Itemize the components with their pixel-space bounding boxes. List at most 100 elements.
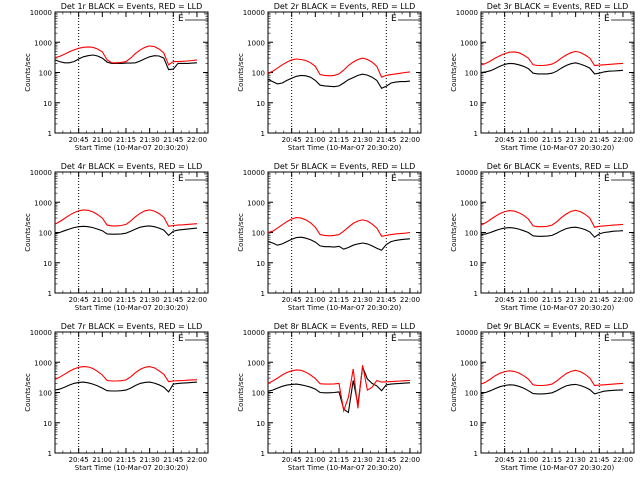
series-line-black xyxy=(54,225,198,237)
plot-frame xyxy=(267,331,422,454)
y-tick-label: 10 xyxy=(43,260,52,268)
y-tick-label: 10000 xyxy=(30,329,52,337)
panel-det-7: Det 7r BLACK = Events, RED = LLD 1 10 100 10… xyxy=(24,322,209,472)
x-tick-label: 21:30 xyxy=(566,296,586,304)
x-tick-label: 21:15 xyxy=(542,456,562,464)
y-axis-label: Counts/sec xyxy=(237,213,245,252)
y-tick-label: 100 xyxy=(465,70,478,78)
series-line-red xyxy=(480,50,624,67)
x-tick-label: 21:30 xyxy=(353,296,373,304)
x-axis-label: Start Time (10-Mar-07 20:30:20) xyxy=(501,464,615,472)
x-tick-label: 22:00 xyxy=(613,456,633,464)
y-tick-label: 100 xyxy=(39,390,52,398)
x-tick-label: 20:45 xyxy=(282,136,302,144)
plot-frame xyxy=(480,11,635,134)
x-tick-label: 21:30 xyxy=(140,456,160,464)
y-tick-label: 1 xyxy=(261,130,265,138)
y-tick-label: 1000 xyxy=(247,199,265,207)
y-tick-label: 1 xyxy=(48,450,52,458)
x-tick-label: 22:00 xyxy=(613,136,633,144)
panel-det-5: Det 5r BLACK = Events, RED = LLD 1 10 100 10… xyxy=(237,162,422,312)
x-tick-label: 21:00 xyxy=(518,136,538,144)
plot-frame xyxy=(54,11,209,134)
corner-mark: E xyxy=(604,14,610,24)
x-tick-label: 21:45 xyxy=(163,136,183,144)
panel-det-8: Det 8r BLACK = Events, RED = LLD 1 10 100 10… xyxy=(237,322,422,472)
y-tick-label: 10000 xyxy=(243,9,265,17)
corner-mark: E xyxy=(178,14,184,24)
x-tick-label: 20:45 xyxy=(495,296,515,304)
x-tick-label: 21:15 xyxy=(116,296,136,304)
x-tick-label: 21:00 xyxy=(305,296,325,304)
series-line-black xyxy=(267,73,411,89)
x-axis-label: Start Time (10-Mar-07 20:30:20) xyxy=(75,144,189,152)
x-tick-label: 20:45 xyxy=(282,456,302,464)
corner-mark: E xyxy=(178,174,184,184)
x-tick-label: 22:00 xyxy=(187,296,207,304)
panel-title: Det 6r BLACK = Events, RED = LLD xyxy=(487,162,629,171)
x-tick-label: 21:45 xyxy=(376,136,396,144)
y-tick-label: 10 xyxy=(469,260,478,268)
y-tick-label: 10000 xyxy=(30,9,52,17)
corner-mark: E xyxy=(604,334,610,344)
x-axis-label: Start Time (10-Mar-07 20:30:20) xyxy=(501,144,615,152)
panel-title: Det 7r BLACK = Events, RED = LLD xyxy=(61,322,203,331)
y-tick-label: 10000 xyxy=(243,329,265,337)
y-axis-label: Counts/sec xyxy=(450,213,458,252)
y-tick-label: 1000 xyxy=(460,199,478,207)
y-tick-label: 1000 xyxy=(247,39,265,47)
plot-frame xyxy=(54,331,209,454)
panel-title: Det 2r BLACK = Events, RED = LLD xyxy=(274,2,416,11)
y-tick-label: 10 xyxy=(256,420,265,428)
y-tick-label: 100 xyxy=(465,230,478,238)
x-tick-label: 21:00 xyxy=(92,136,112,144)
y-tick-label: 1 xyxy=(48,290,52,298)
series-line-red xyxy=(54,45,198,66)
panel-title: Det 8r BLACK = Events, RED = LLD xyxy=(274,322,416,331)
y-axis-label: Counts/sec xyxy=(24,53,32,92)
series-line-black xyxy=(54,54,198,71)
y-tick-label: 1000 xyxy=(247,359,265,367)
y-tick-label: 100 xyxy=(39,230,52,238)
y-tick-label: 10 xyxy=(256,260,265,268)
y-tick-label: 10 xyxy=(43,420,52,428)
x-tick-label: 21:45 xyxy=(376,456,396,464)
x-tick-label: 21:00 xyxy=(305,456,325,464)
corner-mark: E xyxy=(391,14,397,24)
series-line-black xyxy=(267,236,411,251)
x-tick-label: 21:15 xyxy=(116,136,136,144)
x-tick-label: 21:15 xyxy=(329,296,349,304)
y-tick-label: 10 xyxy=(469,100,478,108)
panel-title: Det 4r BLACK = Events, RED = LLD xyxy=(61,162,203,171)
x-tick-label: 21:00 xyxy=(92,296,112,304)
y-tick-label: 100 xyxy=(39,70,52,78)
panel-title: Det 1r BLACK = Events, RED = LLD xyxy=(61,2,203,11)
panel-det-9: Det 9r BLACK = Events, RED = LLD 1 10 100 10… xyxy=(450,322,635,472)
y-tick-label: 100 xyxy=(252,70,265,78)
y-tick-label: 10000 xyxy=(456,9,478,17)
x-tick-label: 21:30 xyxy=(140,296,160,304)
series-line-red xyxy=(54,209,198,227)
x-tick-label: 21:30 xyxy=(353,456,373,464)
x-tick-label: 20:45 xyxy=(69,456,89,464)
x-tick-label: 21:00 xyxy=(92,456,112,464)
x-axis-label: Start Time (10-Mar-07 20:30:20) xyxy=(75,304,189,312)
corner-mark: E xyxy=(604,174,610,184)
x-axis-label: Start Time (10-Mar-07 20:30:20) xyxy=(288,464,402,472)
series-line-red xyxy=(267,217,411,237)
x-tick-label: 21:30 xyxy=(566,136,586,144)
y-tick-label: 10000 xyxy=(456,329,478,337)
y-tick-label: 1000 xyxy=(460,359,478,367)
x-tick-label: 21:45 xyxy=(589,456,609,464)
y-axis-label: Counts/sec xyxy=(237,373,245,412)
plot-frame xyxy=(267,11,422,134)
x-tick-label: 21:45 xyxy=(163,456,183,464)
x-tick-label: 21:00 xyxy=(305,136,325,144)
corner-mark: E xyxy=(391,174,397,184)
y-tick-label: 100 xyxy=(252,230,265,238)
x-tick-label: 21:15 xyxy=(116,456,136,464)
y-tick-label: 100 xyxy=(252,390,265,398)
series-line-black xyxy=(54,381,198,393)
panel-det-4: Det 4r BLACK = Events, RED = LLD 1 10 100 10… xyxy=(24,162,209,312)
plot-frame xyxy=(480,331,635,454)
